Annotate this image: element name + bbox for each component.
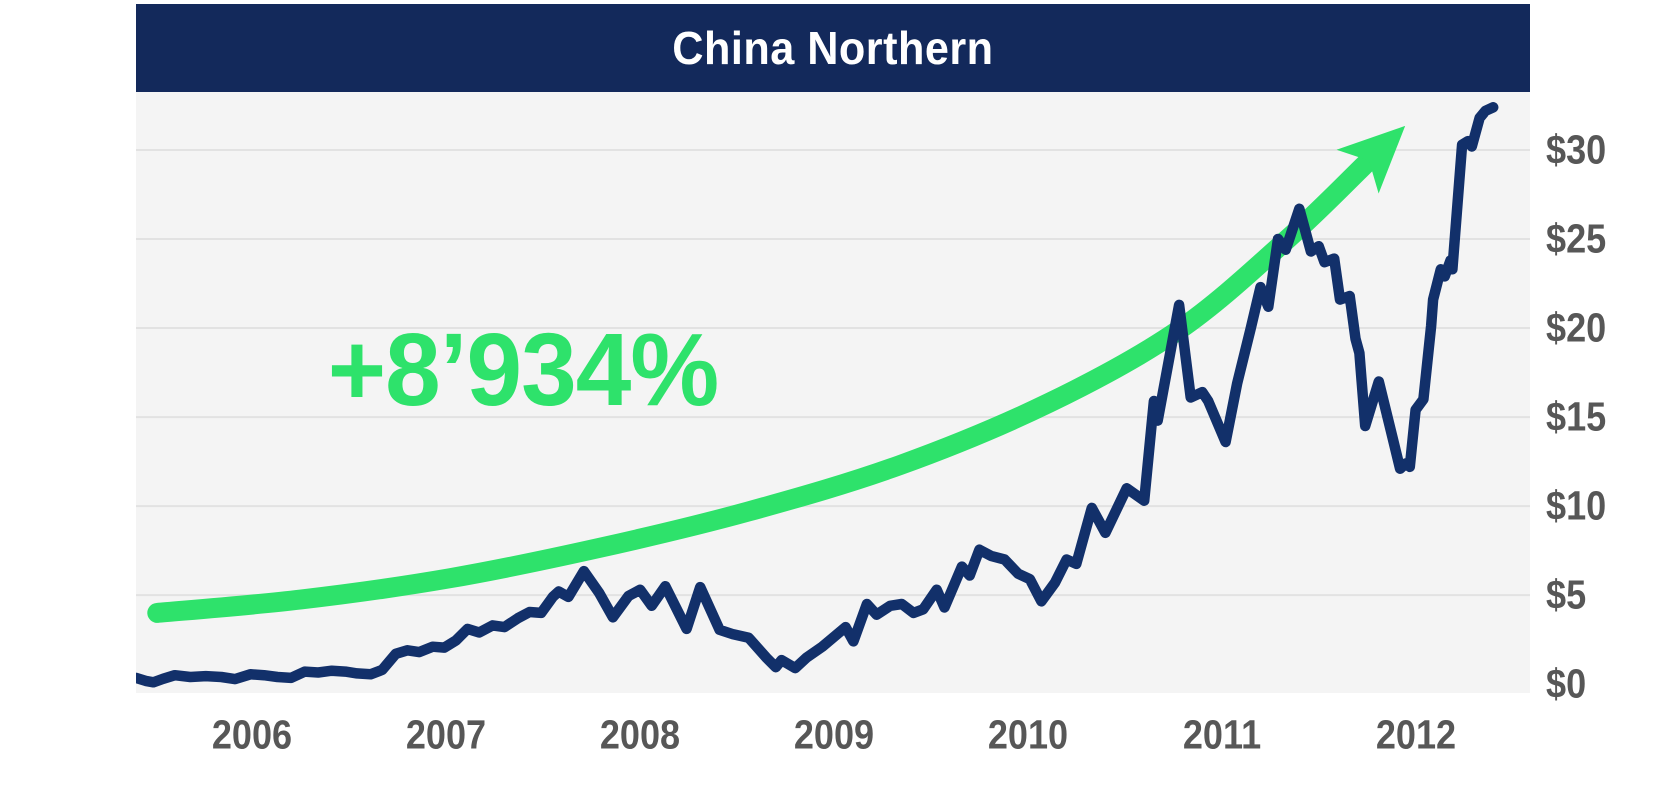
x-tick-label: 2012 <box>1375 711 1456 758</box>
chart-title: China Northern <box>672 22 994 74</box>
x-tick-label: 2010 <box>987 711 1068 758</box>
x-tick-label: 2007 <box>406 711 487 758</box>
gain-annotation: +8’934% <box>327 312 719 427</box>
chart-title-bar: China Northern <box>136 4 1530 92</box>
y-tick-label: $25 <box>1546 215 1607 262</box>
x-tick-label: 2006 <box>212 711 293 758</box>
price-line <box>136 102 1499 688</box>
y-tick-label: $10 <box>1546 482 1607 529</box>
y-tick-label: $5 <box>1546 571 1587 618</box>
trend-arrow <box>147 125 1406 623</box>
plot-area: +8’934% <box>136 92 1530 693</box>
y-tick-label: $15 <box>1546 393 1607 440</box>
x-tick-label: 2009 <box>793 711 875 758</box>
chart-canvas <box>136 102 1530 688</box>
y-tick-label: $30 <box>1546 126 1607 173</box>
x-tick-label: 2008 <box>599 711 681 758</box>
y-tick-label: $0 <box>1546 660 1587 707</box>
y-tick-label: $20 <box>1546 304 1607 351</box>
x-tick-label: 2011 <box>1182 711 1261 758</box>
